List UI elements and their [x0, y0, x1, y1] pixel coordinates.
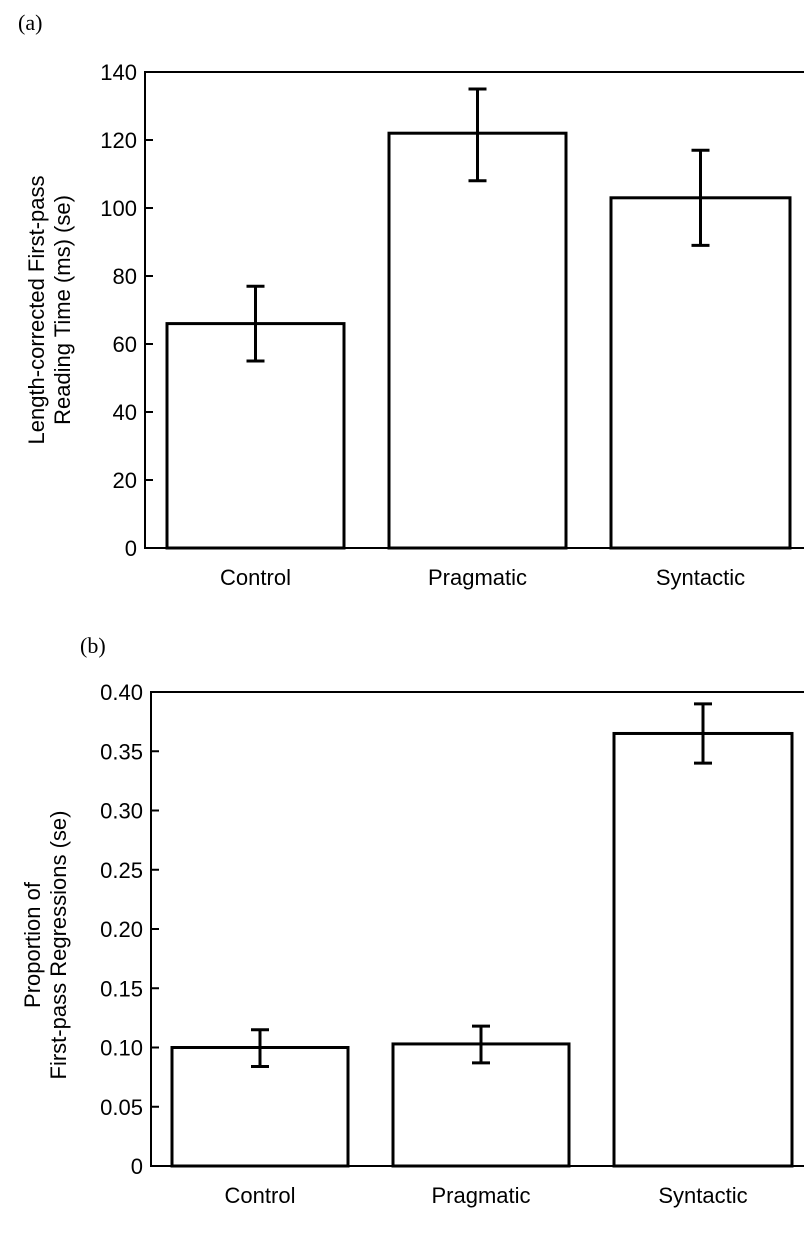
- panel-b-y-tick-label: 0.15: [100, 976, 143, 1001]
- panel-b-y-tick-label: 0.40: [100, 680, 143, 705]
- panel-b-bars: [170, 702, 794, 1168]
- panel-b-x-labels: Control Pragmatic Syntactic: [225, 1183, 748, 1208]
- panel-b-y-tick-label: 0.20: [100, 917, 143, 942]
- panel-a-ylabel-line1: Length-corrected First-pass: [24, 176, 49, 445]
- panel-a-y-tick-label: 100: [100, 196, 137, 221]
- panel-a-x-label-pragmatic: Pragmatic: [428, 565, 527, 590]
- panel-a-y-tick-label: 0: [125, 536, 137, 561]
- panel-a-y-tick-label: 20: [113, 468, 137, 493]
- panel-a-y-ticks: 0 20 40 60 80 100 120 140: [100, 60, 153, 561]
- panel-b-x-label-syntactic: Syntactic: [658, 1183, 747, 1208]
- panel-b-x-label-pragmatic: Pragmatic: [431, 1183, 530, 1208]
- panel-a-bar-pragmatic: [387, 131, 568, 550]
- panel-a-ylabel-line2: Reading Time (ms) (se): [50, 195, 75, 425]
- panel-a-y-tick-label: 80: [113, 264, 137, 289]
- panel-a-label: (a): [18, 10, 42, 35]
- panel-b-y-tick-label: 0.10: [100, 1036, 143, 1061]
- panel-b-y-ticks: 0 0.05 0.10 0.15 0.20 0.25 0.30 0.35 0.40: [100, 680, 159, 1179]
- panel-a-x-label-control: Control: [220, 565, 291, 590]
- panel-b-y-tick-label: 0.35: [100, 739, 143, 764]
- panel-a-y-tick-label: 140: [100, 60, 137, 85]
- panel-a-bar-syntactic: [609, 196, 792, 550]
- panel-a-x-label-syntactic: Syntactic: [656, 565, 745, 590]
- panel-b: (b) Proportion of First-pass Regressions…: [20, 633, 804, 1208]
- panel-a-y-tick-label: 120: [100, 128, 137, 153]
- panel-a-y-tick-label: 60: [113, 332, 137, 357]
- panel-a-x-labels: Control Pragmatic Syntactic: [220, 565, 745, 590]
- panel-b-ylabel-line2: First-pass Regressions (se): [46, 811, 71, 1080]
- panel-b-ylabel-line1: Proportion of: [20, 881, 45, 1008]
- panel-a: (a) Length-corrected First-pass Reading …: [18, 10, 804, 590]
- panel-b-y-tick-label: 0.30: [100, 799, 143, 824]
- panel-b-y-tick-label: 0.25: [100, 858, 143, 883]
- panel-b-x-label-control: Control: [225, 1183, 296, 1208]
- panel-b-y-tick-label: 0: [131, 1154, 143, 1179]
- panel-a-bars: [165, 87, 792, 550]
- panel-b-plot-frame: [150, 691, 804, 1167]
- panel-a-y-tick-label: 40: [113, 400, 137, 425]
- panel-a-plot-frame: [144, 71, 804, 549]
- panel-b-bar-syntactic: [612, 731, 794, 1168]
- panel-b-y-tick-label: 0.05: [100, 1095, 143, 1120]
- panel-b-label: (b): [80, 633, 106, 658]
